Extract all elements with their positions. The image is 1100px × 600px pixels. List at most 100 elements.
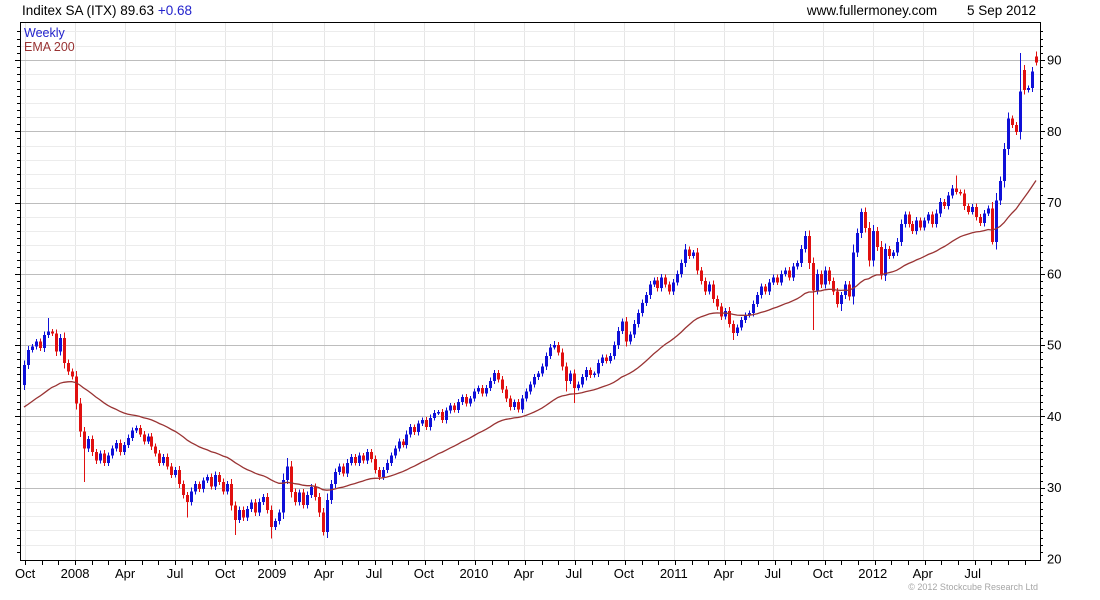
candle-down — [119, 442, 122, 453]
candle-up — [485, 387, 488, 394]
candle-up — [298, 492, 301, 502]
candle-up — [971, 206, 974, 212]
candle-up — [398, 441, 401, 449]
candle-up — [190, 491, 193, 502]
candle-up — [621, 321, 624, 331]
candles-layer — [23, 51, 1038, 539]
candle-up — [278, 512, 281, 522]
candle-up — [258, 501, 261, 513]
candle-up — [87, 439, 90, 449]
candle-up — [147, 436, 150, 442]
candle-down — [354, 457, 357, 463]
candle-down — [182, 484, 185, 495]
candle-up — [31, 346, 34, 351]
candle-down — [808, 236, 811, 264]
candle-down — [51, 331, 54, 334]
candle-down — [83, 431, 86, 449]
candle-up — [780, 273, 783, 283]
candle-down — [186, 494, 189, 502]
candle-down — [143, 434, 146, 442]
candle-up — [394, 448, 397, 456]
candle-up — [724, 310, 727, 317]
x-axis-label: Oct — [614, 566, 635, 581]
candle-up — [597, 362, 600, 374]
candle-down — [63, 338, 66, 363]
candle-down — [342, 466, 345, 474]
candle-down — [91, 439, 94, 453]
candle-up — [473, 391, 476, 399]
y-axis-label: 80 — [1047, 124, 1061, 139]
candle-up — [752, 303, 755, 314]
candle-up — [692, 252, 695, 257]
instrument-title: Inditex SA (ITX) 89.63 — [22, 3, 155, 18]
candle-up — [433, 412, 436, 418]
candle-up — [405, 434, 408, 445]
candle-up — [680, 263, 683, 274]
candle-up — [326, 499, 329, 532]
candle-down — [302, 492, 305, 505]
candle-up — [47, 331, 50, 336]
candle-down — [911, 223, 914, 232]
candle-down — [39, 341, 42, 348]
candle-up — [493, 372, 496, 381]
page-title: Inditex SA (ITX) 89.63 +0.68 — [22, 3, 192, 18]
legend-ema-label: EMA 200 — [24, 40, 75, 54]
candle-down — [362, 455, 365, 461]
candle-up — [310, 487, 313, 495]
candle-up — [784, 270, 787, 274]
candle-down — [668, 284, 671, 292]
candle-down — [374, 459, 377, 470]
candle-down — [959, 191, 962, 194]
candle-down — [198, 484, 201, 490]
candle-up — [469, 398, 472, 404]
candle-up — [366, 452, 369, 461]
candle-up — [672, 282, 675, 292]
candle-down — [413, 427, 416, 433]
candle-up — [935, 213, 938, 224]
candle-down — [178, 469, 181, 485]
x-axis-label: 2012 — [858, 566, 887, 581]
axis-ticks — [15, 31, 1045, 565]
candle-up — [629, 334, 632, 342]
candle-up — [214, 474, 217, 487]
candle-up — [768, 282, 771, 292]
candle-up — [409, 427, 412, 435]
candle-down — [908, 214, 911, 224]
candle-down — [465, 397, 468, 404]
candle-up — [824, 270, 827, 285]
x-axis-label: Jul — [964, 566, 981, 581]
candle-up — [437, 412, 440, 414]
candle-up — [429, 417, 432, 428]
candle-down — [967, 206, 970, 212]
candle-down — [425, 419, 428, 428]
candle-up — [445, 410, 448, 420]
candle-down — [166, 457, 169, 467]
candle-down — [776, 277, 779, 283]
candle-down — [1023, 69, 1026, 90]
candle-down — [509, 398, 512, 408]
candle-up — [537, 373, 540, 378]
candle-down — [67, 362, 70, 372]
candle-up — [541, 366, 544, 374]
y-axis-label: 90 — [1047, 53, 1061, 68]
candle-up — [999, 181, 1002, 201]
candle-down — [242, 509, 245, 518]
candle-up — [282, 479, 285, 513]
candle-up — [756, 295, 759, 304]
candle-up — [951, 188, 954, 196]
x-axis-label: 2009 — [257, 566, 286, 581]
y-axis-labels: 20 30 40 50 60 70 80 90 — [1047, 53, 1061, 567]
x-axis-label: Jul — [566, 566, 583, 581]
candle-down — [210, 477, 213, 487]
candle-down — [919, 220, 922, 228]
candle-down — [505, 389, 508, 399]
candle-up — [274, 521, 277, 527]
candle-up — [593, 373, 596, 376]
candle-up — [358, 455, 361, 463]
candle-up — [684, 249, 687, 264]
date-label: 5 Sep 2012 — [966, 3, 1036, 18]
candle-up — [653, 280, 656, 285]
candle-up — [262, 496, 265, 502]
header-right: www.fullermoney.com 5 Sep 2012 — [807, 3, 1036, 18]
